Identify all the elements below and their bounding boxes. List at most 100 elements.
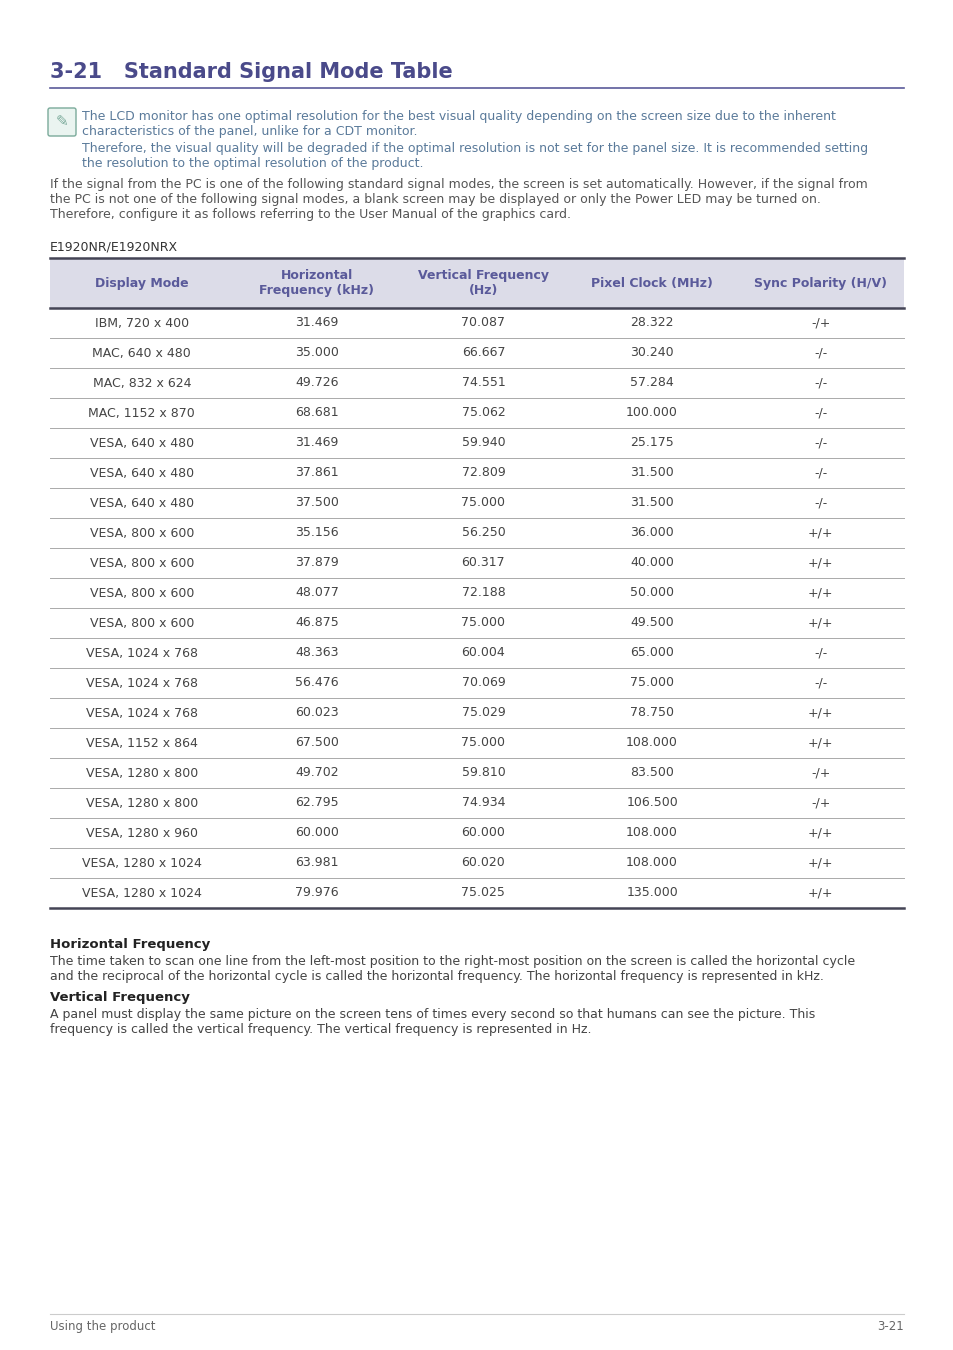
Text: The time taken to scan one line from the left-most position to the right-most po: The time taken to scan one line from the… (50, 954, 854, 983)
Text: VESA, 1280 x 1024: VESA, 1280 x 1024 (82, 856, 201, 869)
Text: 79.976: 79.976 (294, 887, 338, 899)
Text: 50.000: 50.000 (629, 586, 674, 599)
Text: 40.000: 40.000 (630, 556, 674, 570)
Text: 31.469: 31.469 (294, 316, 338, 329)
Text: +/+: +/+ (807, 706, 833, 720)
Text: 60.020: 60.020 (461, 856, 505, 869)
Text: VESA, 800 x 600: VESA, 800 x 600 (90, 617, 193, 629)
Text: 74.551: 74.551 (461, 377, 505, 390)
Text: 74.934: 74.934 (461, 796, 505, 810)
Text: 59.940: 59.940 (461, 436, 505, 450)
Text: MAC, 1152 x 870: MAC, 1152 x 870 (89, 406, 195, 420)
Text: 60.317: 60.317 (461, 556, 505, 570)
Text: A panel must display the same picture on the screen tens of times every second s: A panel must display the same picture on… (50, 1008, 815, 1035)
Text: 60.000: 60.000 (294, 826, 338, 840)
Bar (50, 258, 903, 308)
Text: 63.981: 63.981 (294, 856, 338, 869)
Text: 100.000: 100.000 (625, 406, 678, 420)
Text: Vertical Frequency: Vertical Frequency (50, 991, 190, 1004)
Text: VESA, 800 x 600: VESA, 800 x 600 (90, 556, 193, 570)
Text: If the signal from the PC is one of the following standard signal modes, the scr: If the signal from the PC is one of the … (50, 178, 867, 221)
Text: 65.000: 65.000 (630, 647, 674, 660)
Text: Display Mode: Display Mode (95, 277, 189, 289)
Text: 48.363: 48.363 (294, 647, 338, 660)
Text: 75.062: 75.062 (461, 406, 505, 420)
Text: 75.025: 75.025 (461, 887, 505, 899)
Text: 72.809: 72.809 (461, 467, 505, 479)
Text: +/+: +/+ (807, 556, 833, 570)
Text: VESA, 640 x 480: VESA, 640 x 480 (90, 497, 193, 509)
Text: 108.000: 108.000 (625, 826, 678, 840)
Text: 66.667: 66.667 (461, 347, 505, 359)
Text: IBM, 720 x 400: IBM, 720 x 400 (94, 316, 189, 329)
Text: E1920NR/E1920NRX: E1920NR/E1920NRX (50, 240, 178, 252)
Text: VESA, 1280 x 1024: VESA, 1280 x 1024 (82, 887, 201, 899)
Text: 75.000: 75.000 (461, 737, 505, 749)
Text: VESA, 800 x 600: VESA, 800 x 600 (90, 526, 193, 540)
Text: -/+: -/+ (810, 796, 829, 810)
Text: Horizontal Frequency: Horizontal Frequency (50, 938, 210, 950)
Text: -/+: -/+ (810, 316, 829, 329)
Text: 30.240: 30.240 (630, 347, 673, 359)
Text: 36.000: 36.000 (630, 526, 673, 540)
Text: -/-: -/- (813, 406, 826, 420)
FancyBboxPatch shape (48, 108, 76, 136)
Text: The LCD monitor has one optimal resolution for the best visual quality depending: The LCD monitor has one optimal resoluti… (82, 109, 835, 138)
Text: 3-21: 3-21 (877, 1320, 903, 1332)
Text: 25.175: 25.175 (630, 436, 673, 450)
Text: 46.875: 46.875 (294, 617, 338, 629)
Text: MAC, 640 x 480: MAC, 640 x 480 (92, 347, 191, 359)
Text: 60.004: 60.004 (461, 647, 505, 660)
Text: 78.750: 78.750 (629, 706, 674, 720)
Text: 67.500: 67.500 (294, 737, 338, 749)
Text: 37.861: 37.861 (294, 467, 338, 479)
Text: VESA, 1152 x 864: VESA, 1152 x 864 (86, 737, 197, 749)
Text: 56.476: 56.476 (294, 676, 338, 690)
Text: 75.029: 75.029 (461, 706, 505, 720)
Text: 31.469: 31.469 (294, 436, 338, 450)
Text: 37.500: 37.500 (294, 497, 338, 509)
Text: 108.000: 108.000 (625, 737, 678, 749)
Text: 28.322: 28.322 (630, 316, 673, 329)
Text: +/+: +/+ (807, 826, 833, 840)
Text: VESA, 1280 x 960: VESA, 1280 x 960 (86, 826, 197, 840)
Text: Sync Polarity (H/V): Sync Polarity (H/V) (754, 277, 886, 289)
Text: +/+: +/+ (807, 586, 833, 599)
Text: 75.000: 75.000 (461, 617, 505, 629)
Text: 3-21   Standard Signal Mode Table: 3-21 Standard Signal Mode Table (50, 62, 453, 82)
Text: -/-: -/- (813, 647, 826, 660)
Text: Pixel Clock (MHz): Pixel Clock (MHz) (591, 277, 712, 289)
Text: 49.726: 49.726 (294, 377, 338, 390)
Text: 75.000: 75.000 (629, 676, 674, 690)
Text: 57.284: 57.284 (630, 377, 673, 390)
Text: 60.000: 60.000 (461, 826, 505, 840)
Text: +/+: +/+ (807, 526, 833, 540)
Text: +/+: +/+ (807, 617, 833, 629)
Text: 49.702: 49.702 (294, 767, 338, 779)
Text: VESA, 1024 x 768: VESA, 1024 x 768 (86, 706, 197, 720)
Text: 49.500: 49.500 (630, 617, 673, 629)
Text: 56.250: 56.250 (461, 526, 505, 540)
Text: 60.023: 60.023 (294, 706, 338, 720)
Text: +/+: +/+ (807, 856, 833, 869)
Text: +/+: +/+ (807, 737, 833, 749)
Text: 62.795: 62.795 (294, 796, 338, 810)
Text: VESA, 1280 x 800: VESA, 1280 x 800 (86, 767, 197, 779)
Text: 31.500: 31.500 (630, 467, 673, 479)
Text: -/-: -/- (813, 436, 826, 450)
Text: Using the product: Using the product (50, 1320, 155, 1332)
Text: ✎: ✎ (55, 115, 69, 130)
Text: 83.500: 83.500 (630, 767, 674, 779)
Text: +/+: +/+ (807, 887, 833, 899)
Text: 68.681: 68.681 (294, 406, 338, 420)
Text: 72.188: 72.188 (461, 586, 505, 599)
Text: Therefore, the visual quality will be degraded if the optimal resolution is not : Therefore, the visual quality will be de… (82, 142, 867, 170)
Text: 108.000: 108.000 (625, 856, 678, 869)
Text: VESA, 640 x 480: VESA, 640 x 480 (90, 467, 193, 479)
Text: 31.500: 31.500 (630, 497, 673, 509)
Text: 70.069: 70.069 (461, 676, 505, 690)
Text: 59.810: 59.810 (461, 767, 505, 779)
Text: -/-: -/- (813, 676, 826, 690)
Text: VESA, 800 x 600: VESA, 800 x 600 (90, 586, 193, 599)
Text: -/-: -/- (813, 467, 826, 479)
